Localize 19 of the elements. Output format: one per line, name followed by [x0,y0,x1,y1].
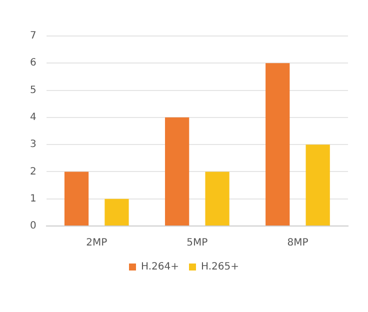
bar [205,172,230,226]
bar [165,117,190,226]
y-tick-label: 5 [30,84,36,96]
legend-label: H.265+ [201,262,239,273]
bar [64,172,89,226]
y-tick-label: 7 [30,30,36,42]
legend-label: H.264+ [141,262,180,273]
bar [266,63,290,226]
y-tick-label: 3 [30,139,36,150]
y-tick-label: 2 [30,166,36,178]
x-tick-label: 2MP [86,238,108,249]
y-tick-label: 1 [30,193,36,204]
y-tick-label: 4 [30,112,36,124]
y-tick-label: 0 [30,220,36,232]
y-tick-label: 6 [30,58,36,69]
x-tick-label: 8MP [287,238,308,249]
x-tick-label: 5MP [186,238,208,249]
bar [104,198,129,226]
bar [306,144,330,226]
